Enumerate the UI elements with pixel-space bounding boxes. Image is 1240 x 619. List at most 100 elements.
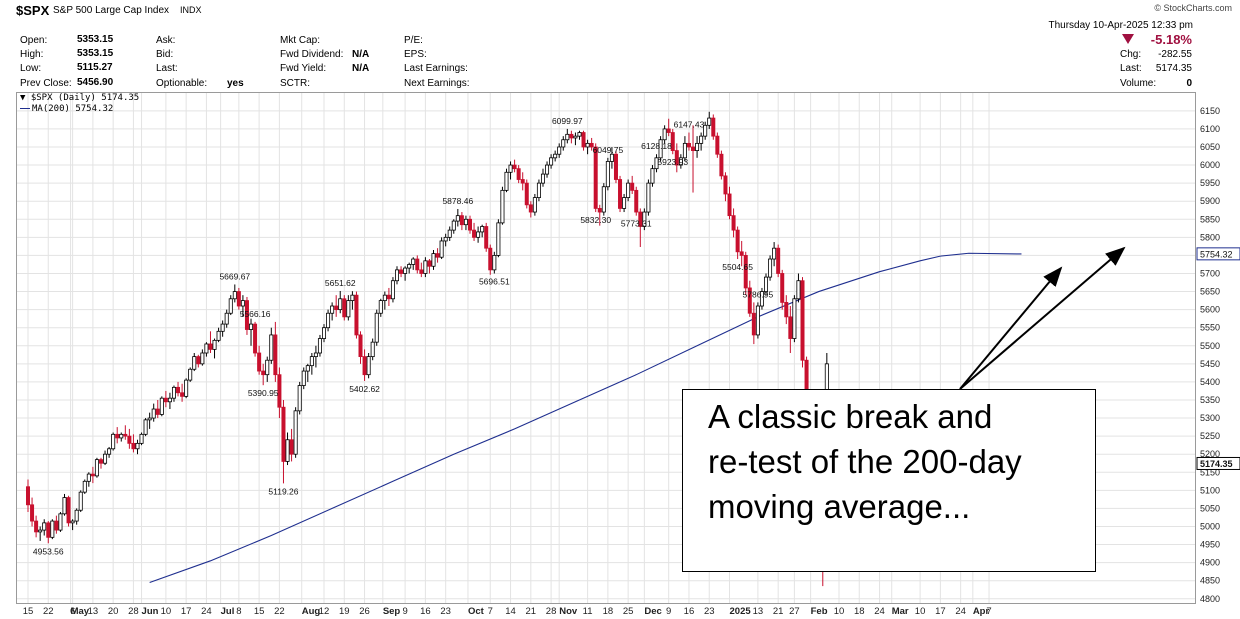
candle-body (788, 316, 793, 339)
candle-body (293, 410, 298, 455)
open-label: Open: (20, 35, 48, 46)
y-tick-label: 5500 (1200, 341, 1220, 351)
last-price-label: 5174.35 (1200, 459, 1233, 469)
y-tick-label: 6100 (1200, 124, 1220, 134)
y-tick-label: 5850 (1200, 214, 1220, 224)
x-tick-label: 21 (526, 606, 537, 617)
y-tick-label: 6000 (1200, 160, 1220, 170)
y-tick-label: 5200 (1200, 449, 1220, 459)
candle-body (674, 150, 679, 166)
candle-body (354, 294, 359, 336)
legend-ma-text: MA(200) 5754.32 (32, 104, 114, 114)
candle-body (313, 352, 318, 358)
x-tick-label: 14 (505, 606, 516, 617)
candle-body (107, 448, 112, 455)
y-tick-label: 5550 (1200, 323, 1220, 333)
ask-label: Ask: (156, 35, 176, 46)
open-value: 5353.15 (77, 34, 114, 45)
x-tick-label: 26 (359, 606, 370, 617)
candle-body (435, 253, 440, 258)
candle-body (593, 146, 598, 209)
candle-body (504, 171, 509, 191)
candle-body (200, 352, 205, 365)
candle-body (240, 300, 245, 307)
candle-body (447, 229, 452, 238)
x-tick-label: 9 (666, 606, 671, 617)
x-tick-label: 6 (70, 606, 75, 617)
candle-body (796, 280, 801, 300)
datetime: Thursday 10-Apr-2025 12:33 pm (1048, 20, 1193, 31)
candle-body (508, 164, 513, 173)
y-tick-label: 5050 (1200, 503, 1220, 513)
candle-body (176, 386, 181, 394)
candle-body (565, 133, 570, 141)
candle-body (768, 258, 773, 278)
candle-body (711, 117, 716, 137)
candle-body (386, 294, 391, 300)
candle-body (289, 439, 294, 455)
candle-body (557, 146, 562, 155)
candle-body (577, 132, 582, 137)
candle-body (455, 215, 460, 222)
candle-body (411, 258, 416, 265)
candle-body (516, 168, 521, 180)
candle-body (772, 247, 777, 260)
credit[interactable]: © StockCharts.com (1154, 3, 1232, 13)
x-tick-label: Aug (302, 606, 321, 617)
candle-body (512, 164, 517, 170)
x-tick-label: Sep (383, 606, 401, 617)
candle-body (62, 497, 67, 515)
candle-body (528, 204, 533, 213)
y-tick-label: 5600 (1200, 305, 1220, 315)
low-label: Low: (20, 63, 42, 74)
high-label: High: (20, 49, 44, 60)
price-annotation: 6049.75 (592, 145, 623, 155)
optionable-label: Optionable: (156, 78, 208, 89)
candle-body (159, 397, 164, 415)
price-annotation: 5773.31 (621, 219, 652, 229)
candle-body (492, 255, 497, 271)
x-tick-label: 11 (583, 606, 593, 617)
legend-price: ▼ $SPX (Daily) 5174.35 (20, 93, 139, 103)
volume-value: 0 (1186, 78, 1192, 89)
last-price-tag (1196, 456, 1240, 470)
candle-body (419, 269, 424, 274)
candle-body (723, 175, 728, 195)
symbol: $SPX (16, 3, 50, 18)
x-tick-label: Jun (142, 606, 159, 617)
candle-body (322, 327, 327, 339)
candle-body (731, 215, 736, 231)
candle-body (297, 385, 302, 412)
x-tick-label: 19 (339, 606, 350, 617)
candle-body (585, 142, 590, 148)
candle-body (682, 142, 687, 159)
y-tick-label: 5450 (1200, 359, 1220, 369)
candle-body (561, 139, 566, 148)
candle-body (167, 397, 172, 403)
candle-body (634, 189, 639, 213)
candle-body (764, 276, 769, 292)
candle-body (759, 291, 764, 307)
candle-body (699, 135, 704, 144)
price-annotation: 5651.62 (325, 278, 356, 288)
candle-body (86, 473, 91, 482)
legend-ma: MA(200) 5754.32 (20, 104, 113, 114)
x-tick-label: 10 (915, 606, 926, 617)
pe-label: P/E: (404, 35, 423, 46)
candle-body (54, 520, 59, 531)
candle-body (196, 356, 201, 365)
candle-body (719, 153, 724, 177)
price-annotation: 5786.95 (743, 289, 774, 299)
y-tick-label: 5700 (1200, 268, 1220, 278)
candle-body (277, 374, 282, 408)
x-tick-label: 24 (955, 606, 966, 617)
candle-body (301, 370, 306, 386)
y-tick-label: 5900 (1200, 196, 1220, 206)
candle-body (78, 491, 83, 511)
candle-body (58, 513, 63, 531)
x-tick-label: 22 (43, 606, 54, 617)
fwd-yield-label: Fwd Yield: (280, 63, 327, 74)
price-annotation: 5832.30 (580, 215, 611, 225)
candle-body (366, 356, 371, 376)
